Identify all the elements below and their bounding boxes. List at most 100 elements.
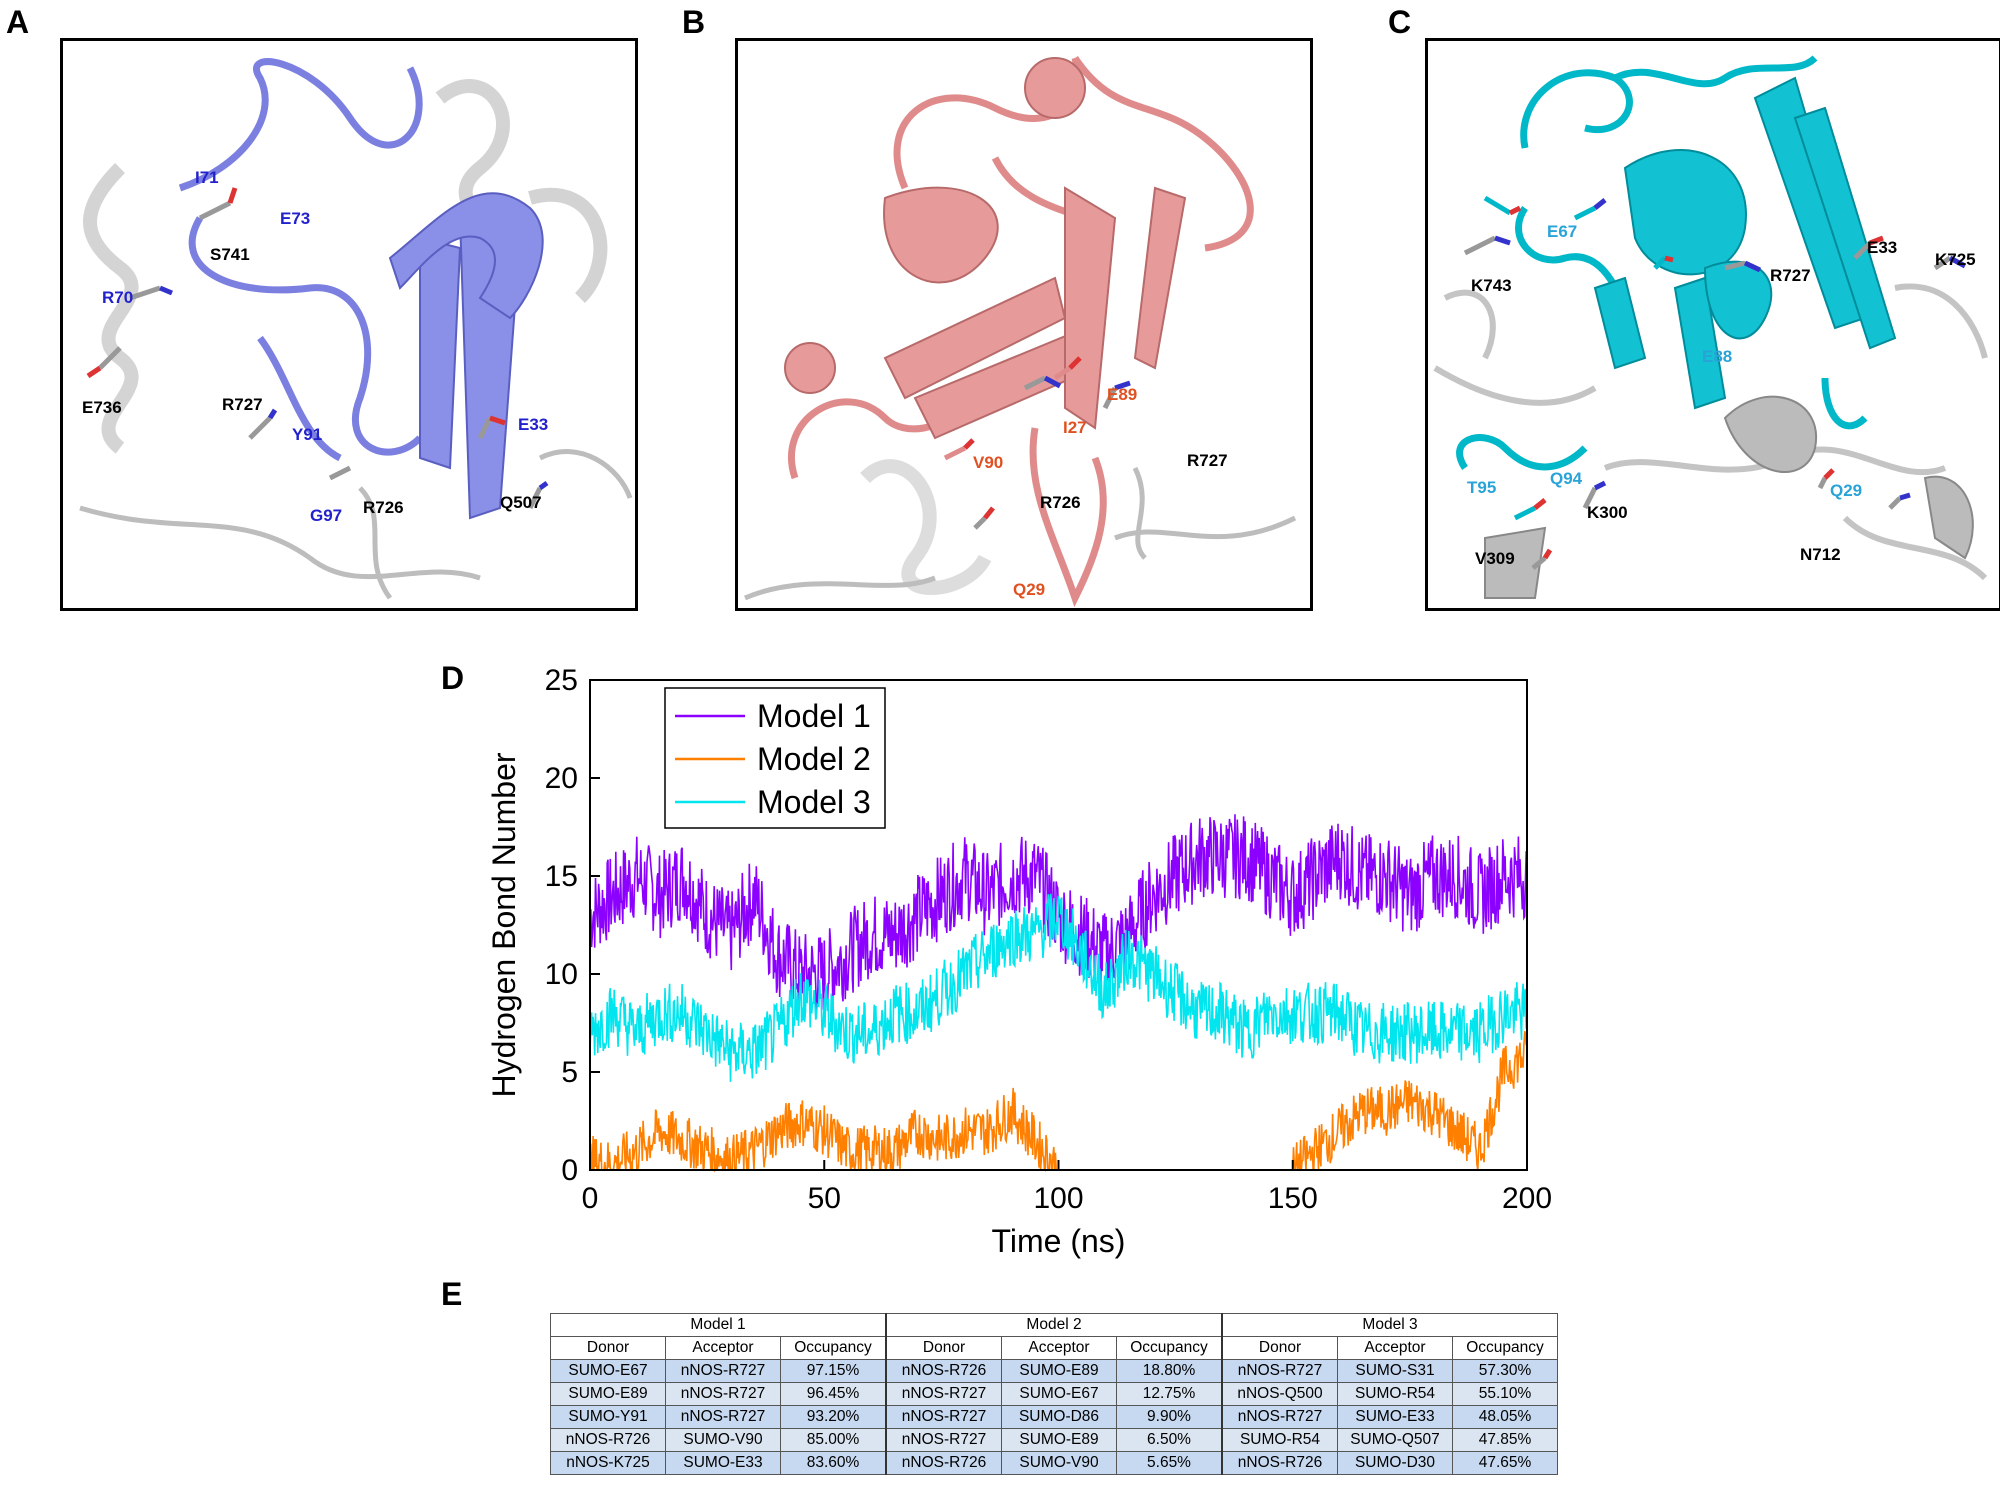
chart-plot-area: 0 50 100 150 200 0 5 10 15 20 25 Time (ns) Hydrogen …	[486, 664, 1552, 1259]
table-cell: 96.45%	[780, 1382, 887, 1406]
residue-label-e88: E88	[1702, 347, 1732, 366]
residue-label-r726: R726	[363, 498, 404, 517]
series-line-3	[589, 893, 1527, 1082]
table-cell: 55.10%	[1452, 1382, 1558, 1406]
structure-panel-b: E89 I27 V90 R727 R726 Q29	[735, 38, 1313, 611]
table-cell: SUMO-Q507	[1337, 1428, 1453, 1452]
hydrogen-bond-occupancy-table: Model 1 Model 2 Model 3 Donor Acceptor O…	[550, 1313, 1558, 1475]
table-group-model1: Model 1	[550, 1313, 887, 1337]
residue-label-i27: I27	[1063, 418, 1087, 437]
x-tick-label: 100	[1033, 1182, 1083, 1215]
table-column-header-row: Donor Acceptor Occupancy Donor Acceptor …	[550, 1336, 1558, 1360]
residue-label-y91: Y91	[292, 425, 322, 444]
table-cell: SUMO-S31	[1337, 1359, 1453, 1383]
residue-label-i71: I71	[195, 168, 219, 187]
table-row: SUMO-E89 nNOS-R727 96.45% nNOS-R727 SUMO…	[550, 1382, 1558, 1406]
table-cell: SUMO-R54	[1221, 1428, 1338, 1452]
table-cell: 57.30%	[1452, 1359, 1558, 1383]
residue-label-r726-b: R726	[1040, 493, 1081, 512]
table-cell: SUMO-R54	[1337, 1382, 1453, 1406]
residue-label-k300: K300	[1587, 503, 1628, 522]
residue-label-k743: K743	[1471, 276, 1512, 295]
table-cell: nNOS-R727	[885, 1428, 1002, 1452]
table-cell: SUMO-D86	[1001, 1405, 1117, 1429]
table-cell: 93.20%	[780, 1405, 887, 1429]
x-tick-label: 0	[582, 1182, 599, 1215]
table-cell: nNOS-R727	[665, 1405, 781, 1429]
table-header-cell: Donor	[885, 1336, 1002, 1360]
table-cell: 85.00%	[780, 1428, 887, 1452]
x-tick-label: 200	[1502, 1182, 1552, 1215]
table-cell: SUMO-E33	[1337, 1405, 1453, 1429]
table-cell: nNOS-R727	[1221, 1359, 1338, 1383]
table-header-cell: Acceptor	[1337, 1336, 1453, 1360]
table-cell: nNOS-R727	[665, 1382, 781, 1406]
residue-label-r727: R727	[222, 395, 263, 414]
legend-label: Model 3	[757, 784, 871, 820]
residue-label-n712: N712	[1800, 545, 1841, 564]
table-cell: 48.05%	[1452, 1405, 1558, 1429]
residue-label-g97: G97	[310, 506, 342, 525]
residue-label-v309: V309	[1475, 549, 1515, 568]
x-tick-label: 150	[1268, 1182, 1318, 1215]
structure-panel-a: I71 E73 S741 R70 E736 R727 Y91 G97 R726 …	[60, 38, 638, 611]
table-cell: SUMO-E33	[665, 1451, 781, 1475]
residue-label-q94: Q94	[1550, 469, 1583, 488]
table-cell: 83.60%	[780, 1451, 887, 1475]
table-cell: nNOS-R726	[885, 1359, 1002, 1383]
table-row: nNOS-K725 SUMO-E33 83.60% nNOS-R726 SUMO…	[550, 1451, 1558, 1475]
table-row: SUMO-Y91 nNOS-R727 93.20% nNOS-R727 SUMO…	[550, 1405, 1558, 1429]
residue-label-s741: S741	[210, 245, 250, 264]
table-cell: 47.65%	[1452, 1451, 1558, 1475]
table-header-cell: Occupancy	[1116, 1336, 1223, 1360]
panel-label-d: D	[441, 660, 465, 696]
table-cell: SUMO-E67	[550, 1359, 666, 1383]
hydrogen-bond-chart: 0 50 100 150 200 0 5 10 15 20 25 Time (ns) Hydrogen …	[486, 664, 1552, 1259]
table-group-model3: Model 3	[1221, 1313, 1558, 1337]
y-tick-label: 10	[545, 958, 578, 991]
residue-label-t95: T95	[1467, 478, 1496, 497]
residue-label-v90: V90	[973, 453, 1003, 472]
residue-label-e33-c: E33	[1867, 238, 1897, 257]
legend-label: Model 1	[757, 698, 871, 734]
structure-b-image: E89 I27 V90 R727 R726 Q29	[735, 38, 1313, 611]
table-cell: SUMO-E89	[550, 1382, 666, 1406]
structure-panel-c: E67 E33 K725 K743 R727 E88 T95 Q94 Q29 K…	[1425, 38, 2000, 611]
table-cell: 6.50%	[1116, 1428, 1223, 1452]
residue-label-r70: R70	[102, 288, 133, 307]
residue-label-e89: E89	[1107, 385, 1137, 404]
residue-label-r727-c: R727	[1770, 266, 1811, 285]
x-axis-label: Time (ns)	[992, 1223, 1126, 1259]
table-cell: SUMO-V90	[665, 1428, 781, 1452]
table-header-cell: Acceptor	[1001, 1336, 1117, 1360]
residue-label-q29-c: Q29	[1830, 481, 1862, 500]
residue-label-k725: K725	[1935, 250, 1976, 269]
panel-label-e: E	[441, 1276, 463, 1312]
residue-label-e67: E67	[1547, 222, 1577, 241]
table-cell: nNOS-R726	[885, 1451, 1002, 1475]
table-cell: SUMO-Y91	[550, 1405, 666, 1429]
y-tick-label: 0	[561, 1154, 578, 1187]
table-header-cell: Donor	[1221, 1336, 1338, 1360]
table-cell: 12.75%	[1116, 1382, 1223, 1406]
table-cell: 5.65%	[1116, 1451, 1223, 1475]
table-group-header-row: Model 1 Model 2 Model 3	[550, 1313, 1558, 1337]
table-cell: nNOS-R726	[1221, 1451, 1338, 1475]
table-row: SUMO-E67 nNOS-R727 97.15% nNOS-R726 SUMO…	[550, 1359, 1558, 1383]
table-header-cell: Occupancy	[780, 1336, 887, 1360]
panel-label-b: B	[682, 4, 706, 40]
table-cell: nNOS-Q500	[1221, 1382, 1338, 1406]
table-cell: SUMO-E67	[1001, 1382, 1117, 1406]
residue-label-e73: E73	[280, 209, 310, 228]
table-cell: 9.90%	[1116, 1405, 1223, 1429]
residue-label-q507: Q507	[500, 493, 542, 512]
table-cell: nNOS-R727	[885, 1405, 1002, 1429]
residue-label-r727-b: R727	[1187, 451, 1228, 470]
table-header-cell: Donor	[550, 1336, 666, 1360]
table-header-cell: Occupancy	[1452, 1336, 1558, 1360]
table-cell: 47.85%	[1452, 1428, 1558, 1452]
y-tick-label: 25	[545, 664, 578, 697]
table-cell: SUMO-D30	[1337, 1451, 1453, 1475]
table-cell: nNOS-R726	[550, 1428, 666, 1452]
table-cell: nNOS-R727	[665, 1359, 781, 1383]
